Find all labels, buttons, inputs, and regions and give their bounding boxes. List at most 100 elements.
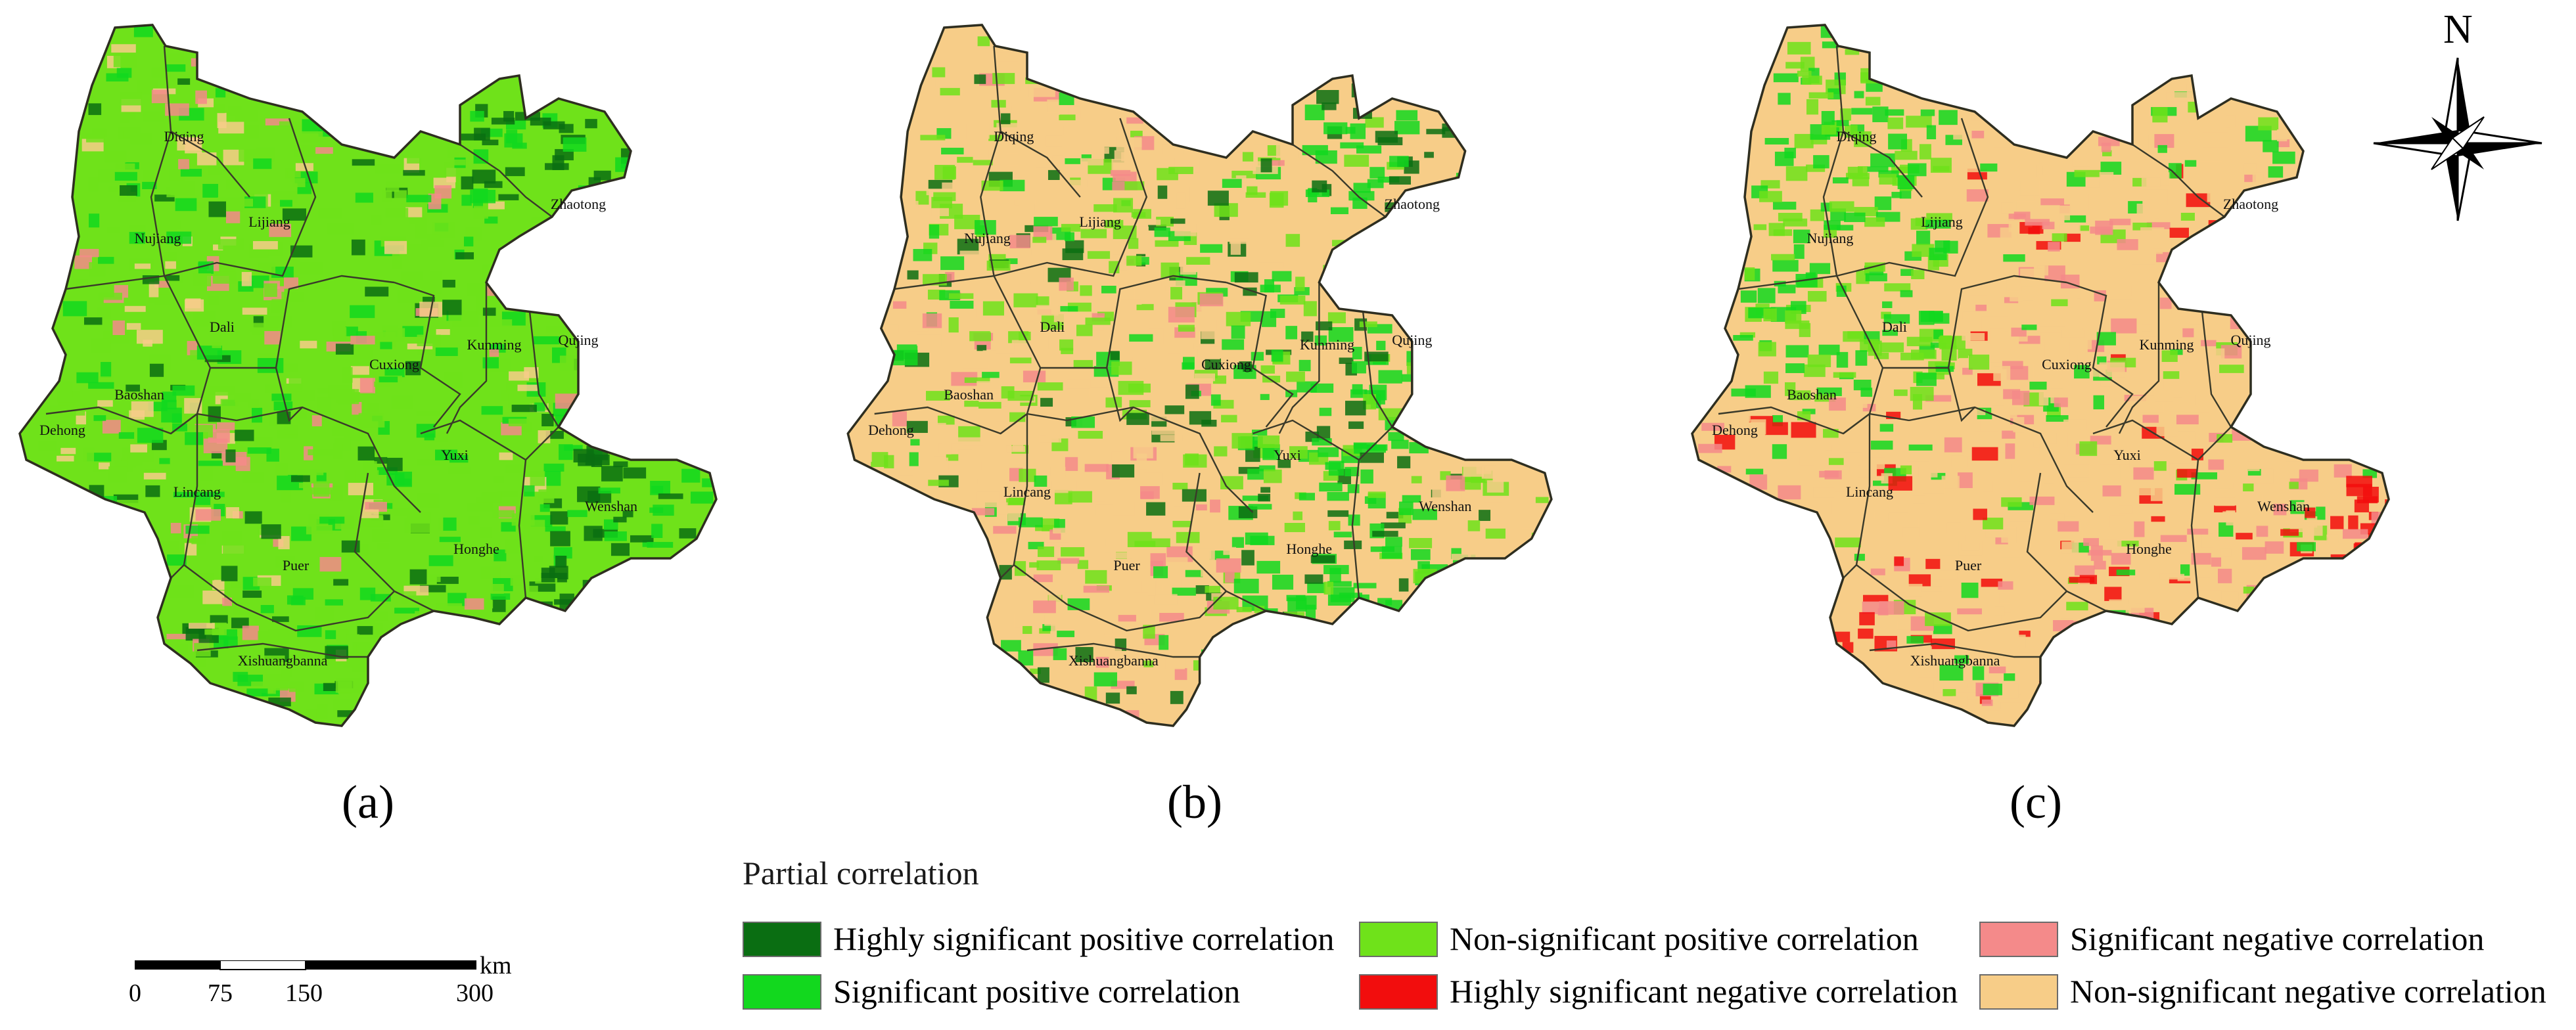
prefecture-border (1843, 414, 1871, 579)
prefecture-border (980, 45, 1001, 277)
prefecture-border (2132, 144, 2225, 217)
map-panel-a: Diqing Zhaotong Lijiang Nujiang Dali Cuxiong K… (18, 24, 718, 727)
raster-texture (1698, 25, 2389, 726)
city-label-dehong: Dehong (39, 422, 85, 438)
prefecture-border (1856, 564, 2067, 632)
city-label-baoshan: Baoshan (944, 386, 994, 403)
prefecture-border (170, 130, 250, 198)
prefecture-border (45, 406, 237, 435)
scale-tick-0: 0 (129, 979, 141, 1007)
prefecture-border (1067, 406, 1254, 513)
city-label-dehong: Dehong (868, 422, 914, 438)
city-label-nujiang: Nujiang (964, 230, 1011, 246)
city-label-cuxiong: Cuxiong (2042, 356, 2092, 372)
panel-label-c: (c) (2010, 776, 2062, 828)
prefecture-border (2092, 419, 2232, 461)
prefecture-border (1843, 130, 1923, 198)
prefecture-border (1947, 367, 1975, 422)
city-label-dali: Dali (1040, 319, 1065, 335)
prefecture-border (196, 642, 368, 658)
city-label-cuxiong: Cuxiong (1201, 356, 1251, 372)
panel-label-b: (b) (1167, 776, 1222, 828)
city-label-yuxi: Yuxi (2113, 447, 2141, 463)
prefecture-border (994, 118, 1148, 277)
prefecture-border (394, 281, 461, 428)
city-label-honghe: Honghe (453, 541, 499, 557)
prefecture-border (210, 275, 395, 369)
city-label-zhaotong: Zhaotong (551, 196, 606, 212)
prefecture-border (1883, 275, 2067, 369)
prefecture-border (1836, 118, 1989, 277)
prefecture-border (354, 472, 434, 612)
legend-label-nonsig-negative: Non-significant negative correlation (2070, 973, 2546, 1010)
scale-tick-300: 300 (456, 979, 494, 1007)
prefecture-border (1292, 143, 1387, 217)
city-label-yuxi: Yuxi (441, 447, 469, 463)
panel-label-a: (a) (342, 776, 394, 828)
prefecture-border (1185, 472, 1267, 612)
province-border (18, 24, 718, 727)
prefecture-border (1253, 419, 1393, 461)
prefecture-border (420, 419, 559, 461)
city-label-diqing: Diqing (164, 128, 204, 145)
prefecture-border (183, 564, 395, 632)
city-label-xishuangbanna: Xishuangbanna (238, 652, 328, 669)
prefecture-border (1000, 414, 1028, 579)
prefecture-border (2026, 472, 2107, 612)
legend-swatch-highly-negative (1359, 974, 1438, 1010)
city-label-dali: Dali (1882, 319, 1907, 335)
city-label-zhaotong: Zhaotong (1385, 196, 1440, 212)
prefecture-border (1026, 642, 1200, 658)
city-label-qujing: Qujing (2230, 332, 2270, 348)
city-label-lijiang: Lijiang (248, 213, 290, 230)
province-border (846, 24, 1553, 727)
city-label-qujing: Qujing (558, 332, 598, 348)
city-label-dali: Dali (210, 319, 235, 335)
city-label-qujing: Qujing (1392, 332, 1432, 348)
city-label-baoshan: Baoshan (114, 386, 164, 403)
city-label-kunming: Kunming (1300, 336, 1354, 353)
prefecture-border (1278, 282, 1320, 434)
prefecture-border (1226, 281, 1294, 428)
prefecture-border (1869, 642, 2040, 658)
prefecture-border (1908, 406, 2094, 513)
city-label-dehong: Dehong (1712, 422, 1758, 438)
city-label-yuxi: Yuxi (1274, 447, 1301, 463)
city-label-puer: Puer (283, 557, 310, 573)
city-label-honghe: Honghe (2126, 541, 2172, 557)
map-panel-c: Diqing Zhaotong Lijiang Nujiang Dali Cuxiong K… (1691, 24, 2390, 727)
legend-label-nonsig-positive: Non-significant positive correlation (1450, 920, 1919, 957)
city-label-lijiang: Lijiang (1921, 213, 1963, 230)
prefecture-border (1040, 275, 1227, 369)
city-label-nujiang: Nujiang (135, 230, 181, 246)
city-label-honghe: Honghe (1286, 541, 1332, 557)
legend-label-significant-negative: Significant negative correlation (2070, 920, 2485, 957)
legend-label-highly-positive: Highly significant positive correlation (833, 920, 1335, 957)
prefecture-border (1822, 45, 1845, 277)
legend-title: Partial correlation (743, 855, 979, 891)
city-label-lincang: Lincang (1003, 483, 1051, 500)
prefecture-border (1000, 130, 1081, 198)
city-label-diqing: Diqing (1836, 128, 1876, 145)
legend-label-significant-positive: Significant positive correlation (833, 973, 1241, 1010)
city-label-cuxiong: Cuxiong (369, 356, 419, 372)
city-label-wenshan: Wenshan (585, 498, 637, 514)
city-label-kunming: Kunming (2139, 336, 2194, 353)
city-label-wenshan: Wenshan (1419, 498, 1471, 514)
prefecture-border (459, 144, 553, 217)
prefecture-border (150, 45, 172, 277)
city-label-diqing: Diqing (994, 128, 1034, 145)
city-label-kunming: Kunming (467, 336, 521, 353)
prefecture-border (446, 282, 488, 434)
city-label-puer: Puer (1955, 557, 1982, 573)
map-panel-b: Diqing Zhaotong Lijiang Nujiang Dali Cuxiong K… (846, 24, 1553, 727)
prefecture-border (874, 406, 1067, 435)
legend-swatch-significant-positive (743, 974, 821, 1010)
prefecture-border (2190, 459, 2199, 598)
north-label: N (2443, 7, 2473, 52)
city-label-lijiang: Lijiang (1079, 213, 1121, 230)
prefecture-border (1106, 367, 1134, 422)
legend-swatch-nonsig-positive (1359, 922, 1438, 957)
